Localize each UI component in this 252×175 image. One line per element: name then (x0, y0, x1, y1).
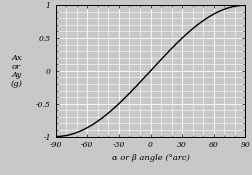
Y-axis label: Ax
or
Ay
(g): Ax or Ay (g) (11, 54, 22, 88)
X-axis label: α or β angle (°arc): α or β angle (°arc) (111, 153, 189, 162)
